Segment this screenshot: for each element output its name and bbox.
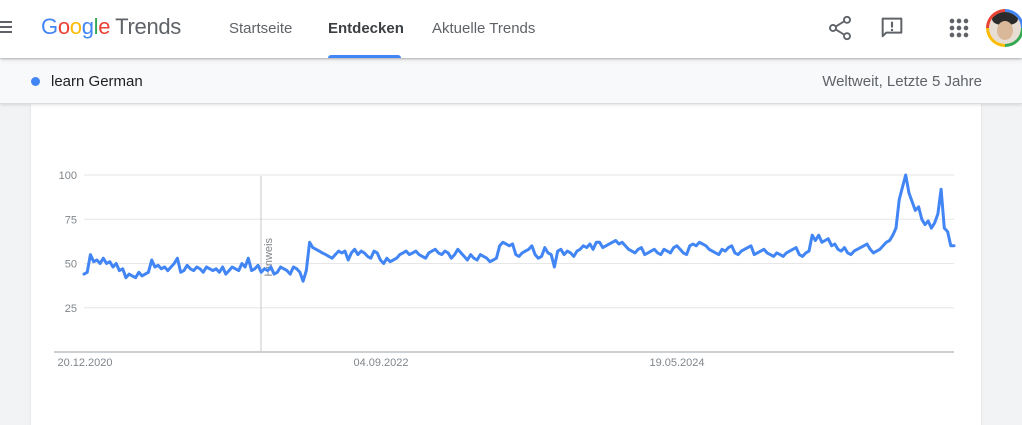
- series-line-learn-german[interactable]: [82, 173, 956, 283]
- series-color-dot: [31, 77, 40, 86]
- interest-over-time-card: 25 50 75 100 20.12.2020 04.09.2022 19.05.2024 …: [31, 104, 981, 425]
- chart-annotation[interactable]: Hinweis: [260, 176, 275, 352]
- comparison-bar: learn German Weltweit, Letzte 5 Jahre: [0, 58, 1022, 104]
- y-tick-label: 75: [65, 214, 77, 226]
- x-tick-label: 19.05.2024: [649, 357, 704, 369]
- nav-entdecken[interactable]: Entdecken: [328, 0, 404, 58]
- google-trends-logo[interactable]: Google Trends: [41, 14, 182, 39]
- x-tick-label: 04.09.2022: [353, 357, 408, 369]
- account-avatar[interactable]: [986, 9, 1022, 47]
- chart-axis: 25 50 75 100 20.12.2020 04.09.2022 19.05.2024: [54, 170, 954, 369]
- y-tick-label: 100: [59, 170, 77, 182]
- avatar-photo: [989, 12, 1021, 44]
- nav-startseite[interactable]: Startseite: [229, 20, 293, 37]
- chart-gridlines: [84, 174, 954, 309]
- y-tick-label: 25: [65, 303, 77, 315]
- share-icon[interactable]: [826, 14, 854, 42]
- search-term-label[interactable]: learn German: [51, 73, 143, 90]
- chart-series[interactable]: [82, 173, 956, 283]
- app-header: Google Trends Startseite Entdecken Aktuel…: [0, 0, 1022, 58]
- apps-grid-icon[interactable]: [945, 14, 973, 42]
- feedback-icon[interactable]: [878, 14, 906, 42]
- region-time-scope[interactable]: Weltweit, Letzte 5 Jahre: [822, 73, 982, 90]
- y-tick-label: 50: [65, 259, 77, 271]
- nav-aktuelle-trends[interactable]: Aktuelle Trends: [432, 20, 536, 37]
- menu-icon[interactable]: [0, 21, 12, 35]
- x-tick-label: 20.12.2020: [57, 357, 112, 369]
